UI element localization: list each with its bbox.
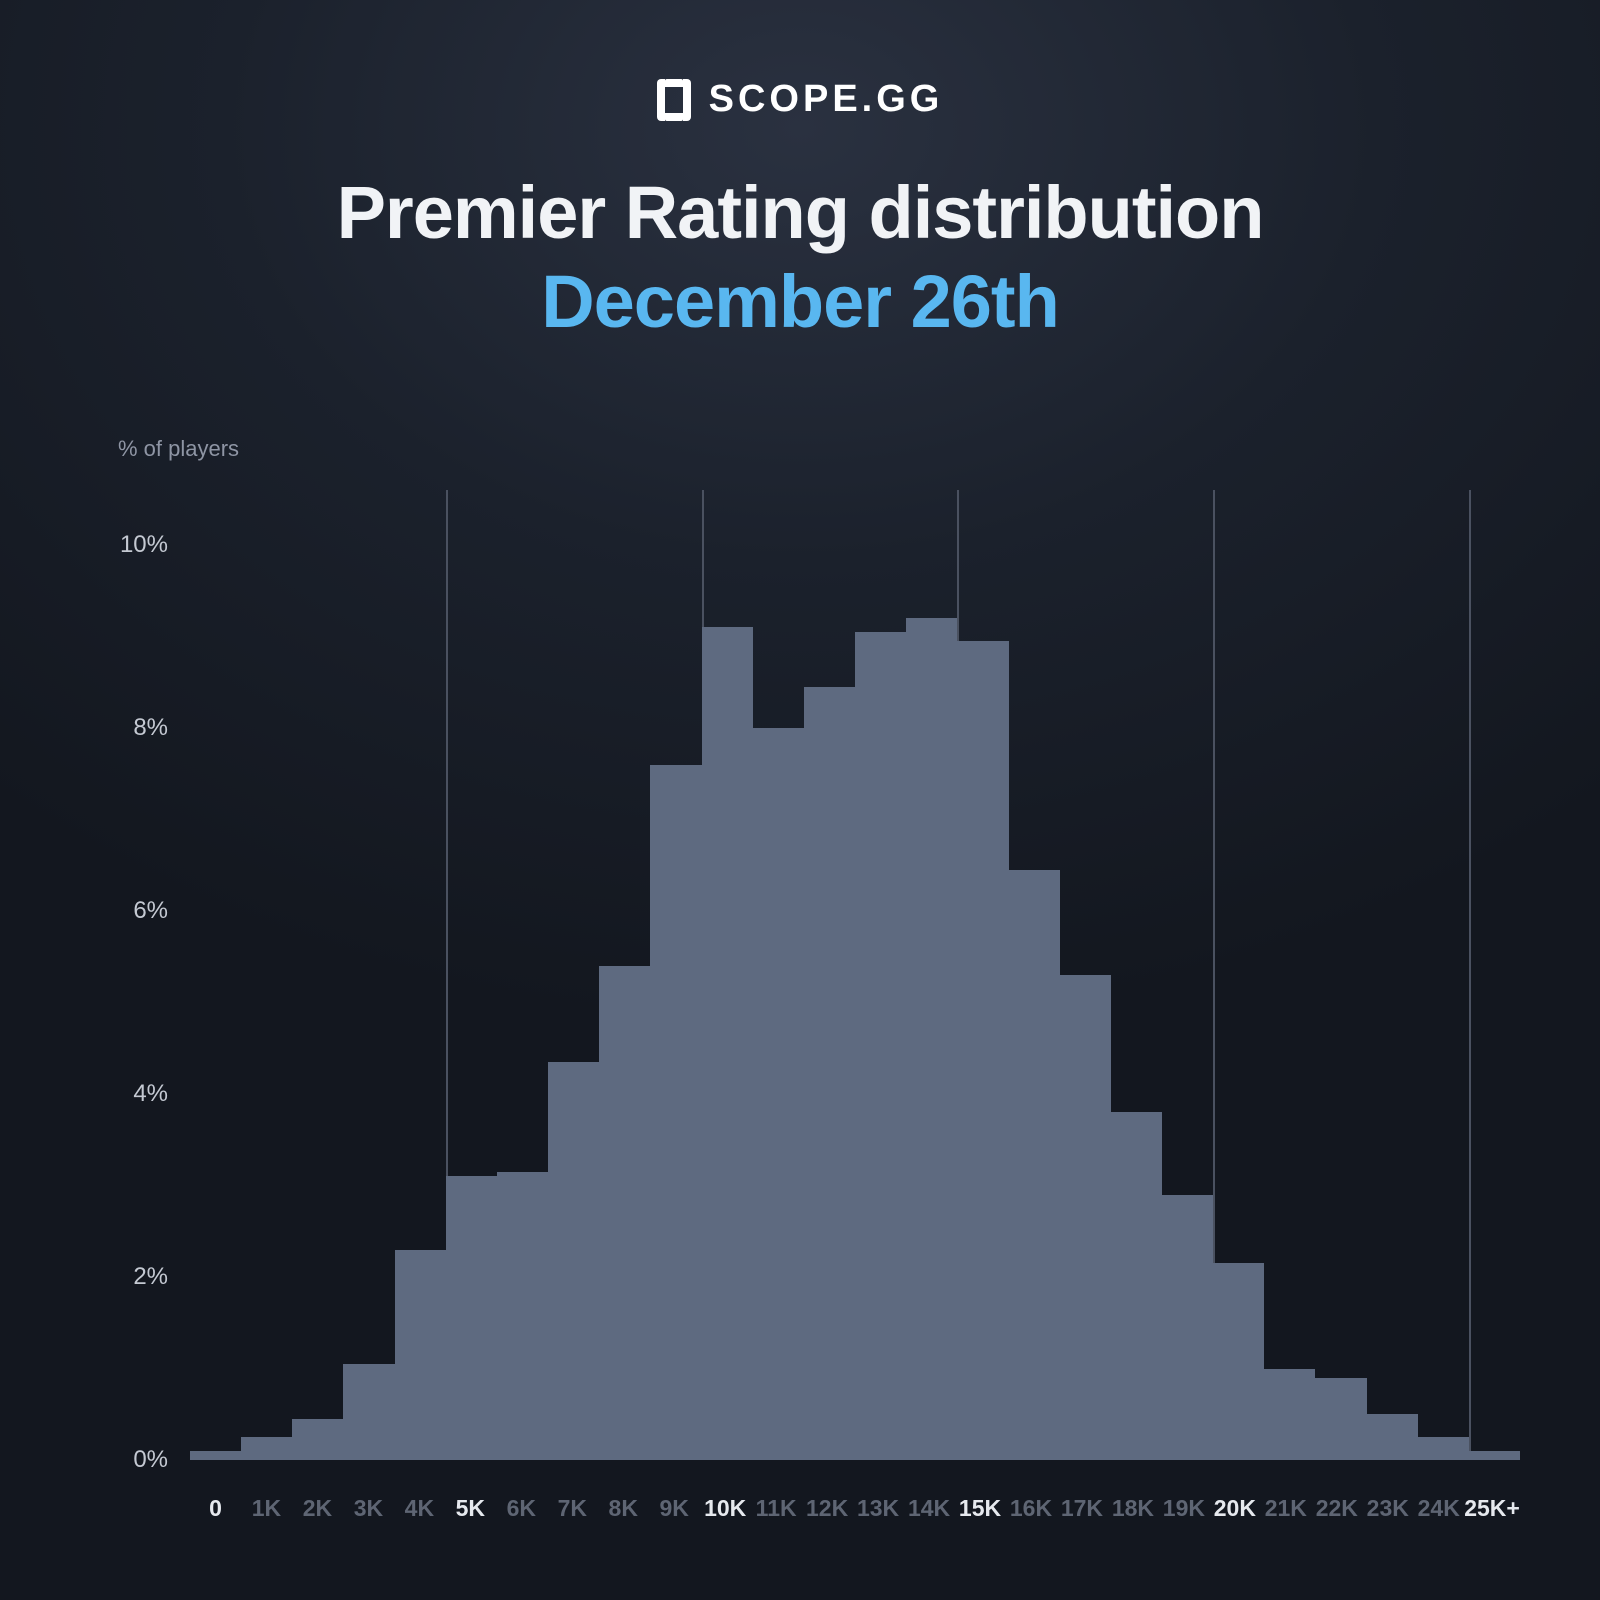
- x-tick-label: 1K: [241, 1495, 292, 1522]
- bar-slot: [804, 490, 855, 1460]
- x-tick-label: 22K: [1311, 1495, 1362, 1522]
- distribution-chart: % of players 0%2%4%6%8%10% 01K2K3K4K5K6K…: [70, 440, 1530, 1540]
- x-tick-label: 18K: [1107, 1495, 1158, 1522]
- x-tick-label: 2K: [292, 1495, 343, 1522]
- x-tick-label: 5K: [445, 1495, 496, 1522]
- histogram-bar: [1469, 1451, 1520, 1460]
- bar-slot: [395, 490, 446, 1460]
- x-tick-label: 14K: [904, 1495, 955, 1522]
- bar-slot: [957, 490, 1008, 1460]
- x-tick-label: 7K: [547, 1495, 598, 1522]
- bar-slot: [1162, 490, 1213, 1460]
- x-tick-label: 24K: [1413, 1495, 1464, 1522]
- y-tick-label: 10%: [120, 531, 168, 559]
- y-tick-label: 2%: [133, 1263, 168, 1291]
- x-tick-label: 17K: [1056, 1495, 1107, 1522]
- x-tick-label: 8K: [598, 1495, 649, 1522]
- histogram-bar: [1264, 1369, 1315, 1461]
- y-axis-title: % of players: [118, 436, 239, 462]
- chart-plot-area: [190, 490, 1520, 1460]
- histogram-bar: [650, 765, 701, 1460]
- histogram-bar: [855, 632, 906, 1460]
- histogram-bar: [599, 966, 650, 1460]
- bar-slot: [1315, 490, 1366, 1460]
- histogram-bar: [1162, 1195, 1213, 1460]
- bar-slot: [1418, 490, 1469, 1460]
- y-tick-label: 6%: [133, 897, 168, 925]
- histogram-bar: [190, 1451, 241, 1460]
- histogram-bar: [1418, 1437, 1469, 1460]
- x-tick-label: 13K: [853, 1495, 904, 1522]
- bar-slot: [650, 490, 701, 1460]
- histogram-bar: [1111, 1112, 1162, 1460]
- x-tick-label: 15K: [955, 1495, 1006, 1522]
- x-tick-label: 3K: [343, 1495, 394, 1522]
- histogram-bar: [343, 1364, 394, 1460]
- histogram-bar: [804, 687, 855, 1460]
- x-tick-label: 23K: [1362, 1495, 1413, 1522]
- histogram-bar: [906, 618, 957, 1460]
- histogram-bar: [702, 627, 753, 1460]
- x-tick-label: 9K: [649, 1495, 700, 1522]
- bar-slot: [1469, 490, 1520, 1460]
- histogram-bar: [241, 1437, 292, 1460]
- histogram-bar: [957, 641, 1008, 1460]
- x-tick-label: 4K: [394, 1495, 445, 1522]
- page-root: SCOPE.GG Premier Rating distribution Dec…: [0, 0, 1600, 1600]
- histogram-bar: [1367, 1414, 1418, 1460]
- bar-slot: [1367, 490, 1418, 1460]
- bar-slot: [1009, 490, 1060, 1460]
- bar-slot: [906, 490, 957, 1460]
- bar-slot: [548, 490, 599, 1460]
- y-axis-ticks: 0%2%4%6%8%10%: [70, 490, 180, 1460]
- histogram-bar: [497, 1172, 548, 1460]
- chart-bars: [190, 490, 1520, 1460]
- bar-slot: [1264, 490, 1315, 1460]
- x-tick-label: 16K: [1006, 1495, 1057, 1522]
- x-tick-label: 10K: [700, 1495, 751, 1522]
- x-tick-label: 19K: [1158, 1495, 1209, 1522]
- bar-slot: [855, 490, 906, 1460]
- histogram-bar: [548, 1062, 599, 1460]
- bar-slot: [190, 490, 241, 1460]
- histogram-bar: [1009, 870, 1060, 1460]
- x-tick-label: 0: [190, 1495, 241, 1522]
- x-axis-ticks: 01K2K3K4K5K6K7K8K9K10K11K12K13K14K15K16K…: [190, 1495, 1520, 1522]
- x-tick-label: 6K: [496, 1495, 547, 1522]
- x-tick-label: 25K+: [1464, 1495, 1520, 1522]
- brand-name: SCOPE.GG: [709, 78, 944, 121]
- bar-slot: [1213, 490, 1264, 1460]
- histogram-bar: [395, 1250, 446, 1460]
- histogram-bar: [1315, 1378, 1366, 1460]
- x-tick-label: 21K: [1260, 1495, 1311, 1522]
- x-tick-label: 20K: [1209, 1495, 1260, 1522]
- bar-slot: [1060, 490, 1111, 1460]
- y-tick-label: 8%: [133, 714, 168, 742]
- y-tick-label: 0%: [133, 1446, 168, 1474]
- histogram-bar: [446, 1176, 497, 1460]
- bar-slot: [497, 490, 548, 1460]
- histogram-bar: [292, 1419, 343, 1460]
- title-line-2: December 26th: [0, 259, 1600, 344]
- page-title: Premier Rating distribution December 26t…: [0, 170, 1600, 344]
- bar-slot: [599, 490, 650, 1460]
- histogram-bar: [753, 728, 804, 1460]
- brand-logo-icon: [657, 79, 691, 121]
- bar-slot: [446, 490, 497, 1460]
- bar-slot: [343, 490, 394, 1460]
- x-tick-label: 11K: [751, 1495, 802, 1522]
- bar-slot: [1111, 490, 1162, 1460]
- bar-slot: [753, 490, 804, 1460]
- y-tick-label: 4%: [133, 1080, 168, 1108]
- bar-slot: [241, 490, 292, 1460]
- x-tick-label: 12K: [802, 1495, 853, 1522]
- title-line-1: Premier Rating distribution: [0, 170, 1600, 255]
- bar-slot: [292, 490, 343, 1460]
- brand-header: SCOPE.GG: [0, 78, 1600, 121]
- histogram-bar: [1213, 1263, 1264, 1460]
- histogram-bar: [1060, 975, 1111, 1460]
- bar-slot: [702, 490, 753, 1460]
